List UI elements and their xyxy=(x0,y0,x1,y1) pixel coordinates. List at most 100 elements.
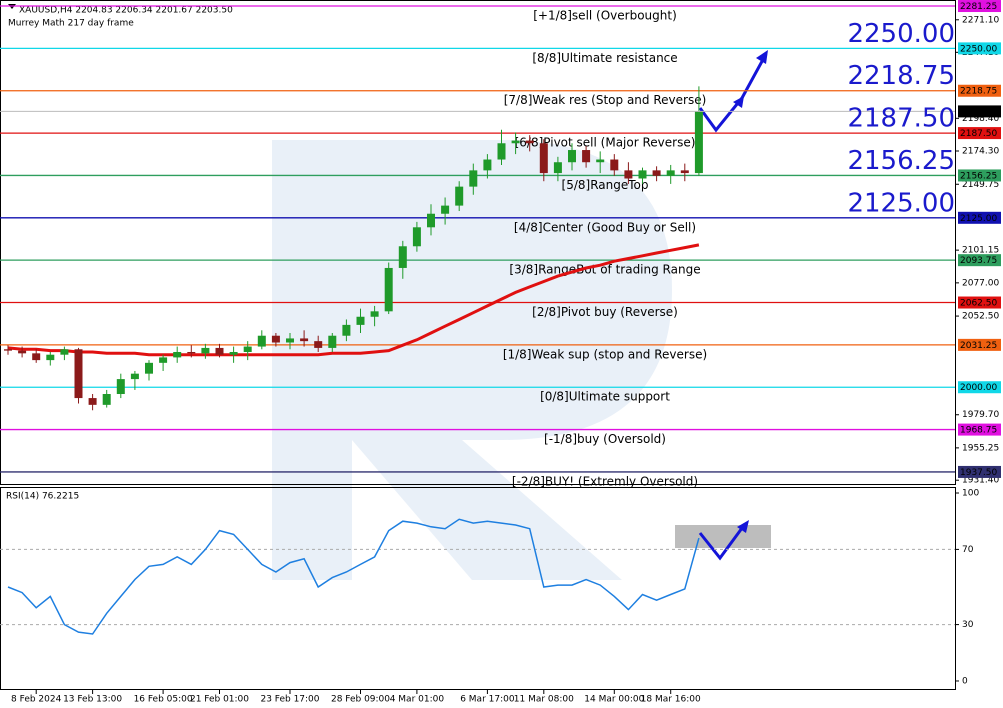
level-price-box xyxy=(958,465,1001,478)
candle-body xyxy=(159,357,168,363)
candle-body xyxy=(215,347,224,355)
level-price-label: 2281.25 xyxy=(960,2,997,12)
level-price-box xyxy=(958,211,1001,224)
candle-body xyxy=(342,324,351,336)
candle-body xyxy=(398,246,407,268)
candle-body xyxy=(130,373,139,380)
x-tick-label: 8 Feb 2024 xyxy=(11,695,62,705)
level-price-label: 2218.75 xyxy=(960,87,997,97)
level-price-box xyxy=(958,84,1001,97)
level-price-box xyxy=(958,42,1001,55)
candle-body xyxy=(356,316,365,325)
y-tick-label: 2174.30 xyxy=(962,146,999,156)
chart-title: XAUUSD,H4 2204.83 2206.34 2201.67 2203.5… xyxy=(19,6,233,16)
level-text: [7/8]Weak res (Stop and Reverse) xyxy=(504,93,707,107)
level-price-box xyxy=(958,254,1001,267)
candle-body xyxy=(539,143,548,174)
price-annotation: 2125.00 xyxy=(847,188,955,218)
x-tick-label: 16 Feb 05:00 xyxy=(134,695,193,705)
price-annotation: 2156.25 xyxy=(847,146,955,176)
candle-body xyxy=(257,335,266,347)
candle-body xyxy=(32,353,41,361)
y-tick-label: 2077.00 xyxy=(962,278,999,288)
candle-body xyxy=(102,394,111,405)
level-price-label: 2156.25 xyxy=(960,171,997,181)
x-tick-label: 13 Feb 13:00 xyxy=(63,695,122,705)
candle-body xyxy=(427,213,435,228)
candle-body xyxy=(243,346,252,352)
level-price-label: 1968.75 xyxy=(960,426,997,436)
x-tick-label: 4 Mar 01:00 xyxy=(390,695,445,705)
moving-average xyxy=(7,243,700,357)
y-tick-label: 1955.25 xyxy=(962,443,999,453)
level-price-label: 2125.00 xyxy=(960,214,997,224)
x-tick-label: 14 Mar 00:00 xyxy=(584,695,644,705)
level-price-label: 2031.25 xyxy=(960,341,997,351)
y-tick-label: 2052.50 xyxy=(962,312,999,322)
candle-body xyxy=(610,159,619,171)
level-text: [6/8]Pivot sell (Major Reverse) xyxy=(515,136,696,150)
level-text: [0/8]Ultimate support xyxy=(540,390,670,404)
candle-body xyxy=(60,349,69,355)
candle-body xyxy=(88,398,97,405)
x-tick-label: 6 Mar 17:00 xyxy=(460,695,515,705)
arrow-head xyxy=(733,50,768,533)
level-price-label: 2062.50 xyxy=(960,299,997,309)
candle-body xyxy=(328,335,337,348)
last-price-box xyxy=(958,105,1001,118)
candle-body xyxy=(4,349,12,351)
level-text: [2/8]Pivot buy (Reverse) xyxy=(532,305,678,319)
y-tick-label: 100 xyxy=(962,489,979,499)
chart-subtitle: Murrey Math 217 day frame xyxy=(8,19,134,29)
level-text: [3/8]RangeBot of trading Range xyxy=(509,263,700,277)
y-tick-label: 70 xyxy=(962,545,974,555)
level-text: [1/8]Weak sup (stop and Reverse) xyxy=(503,347,707,361)
candle-body xyxy=(229,351,238,355)
x-tick-label: 21 Feb 01:00 xyxy=(190,695,249,705)
candle-body xyxy=(455,186,464,206)
x-tick-label: 11 Mar 08:00 xyxy=(514,695,574,705)
level-text: [+1/8]sell (Overbought) xyxy=(533,9,677,23)
candle-body xyxy=(74,349,83,399)
price-annotation: 2187.50 xyxy=(847,104,955,134)
level-price-label: 1937.50 xyxy=(960,468,997,478)
candle-body xyxy=(638,170,647,179)
candle-body xyxy=(652,170,661,176)
candle-body xyxy=(46,354,55,361)
x-tick-label: 28 Feb 09:00 xyxy=(331,695,390,705)
level-price-box xyxy=(958,127,1001,140)
y-tick-label: 2101.15 xyxy=(962,246,999,256)
level-text: [8/8]Ultimate resistance xyxy=(532,51,677,65)
candle-body xyxy=(370,311,379,317)
highlight-box xyxy=(675,525,771,548)
level-price-label: 2000.00 xyxy=(960,383,997,393)
level-price-box xyxy=(958,423,1001,436)
candle-body xyxy=(511,140,520,144)
price-annotation: 2250.00 xyxy=(847,19,955,49)
candle-body xyxy=(384,267,393,312)
x-tick-label: 23 Feb 17:00 xyxy=(260,695,319,705)
candle-body xyxy=(145,362,153,374)
candle-body xyxy=(596,159,605,163)
y-tick-label: 1979.70 xyxy=(962,410,999,420)
candle-body xyxy=(201,347,210,354)
level-text: [4/8]Center (Good Buy or Sell) xyxy=(514,220,696,234)
y-tick-label: 0 xyxy=(962,676,968,686)
candle-body xyxy=(18,350,27,354)
candle-body xyxy=(441,205,450,214)
rsi-frame xyxy=(0,487,956,690)
candle-body xyxy=(271,335,280,343)
rsi-line xyxy=(7,518,700,635)
candle-body xyxy=(666,170,675,176)
candle-body xyxy=(173,351,182,358)
candle-body xyxy=(187,351,196,354)
level-price-box xyxy=(958,169,1001,182)
level-price-box xyxy=(958,338,1001,351)
candle-body xyxy=(582,150,591,163)
y-tick-label: 2198.40 xyxy=(962,114,999,124)
last-price-label: 2203.50 xyxy=(960,107,997,117)
level-text: [-1/8]buy (Oversold) xyxy=(544,432,666,446)
level-price-label: 2250.00 xyxy=(960,44,997,54)
candle-body xyxy=(680,170,689,174)
